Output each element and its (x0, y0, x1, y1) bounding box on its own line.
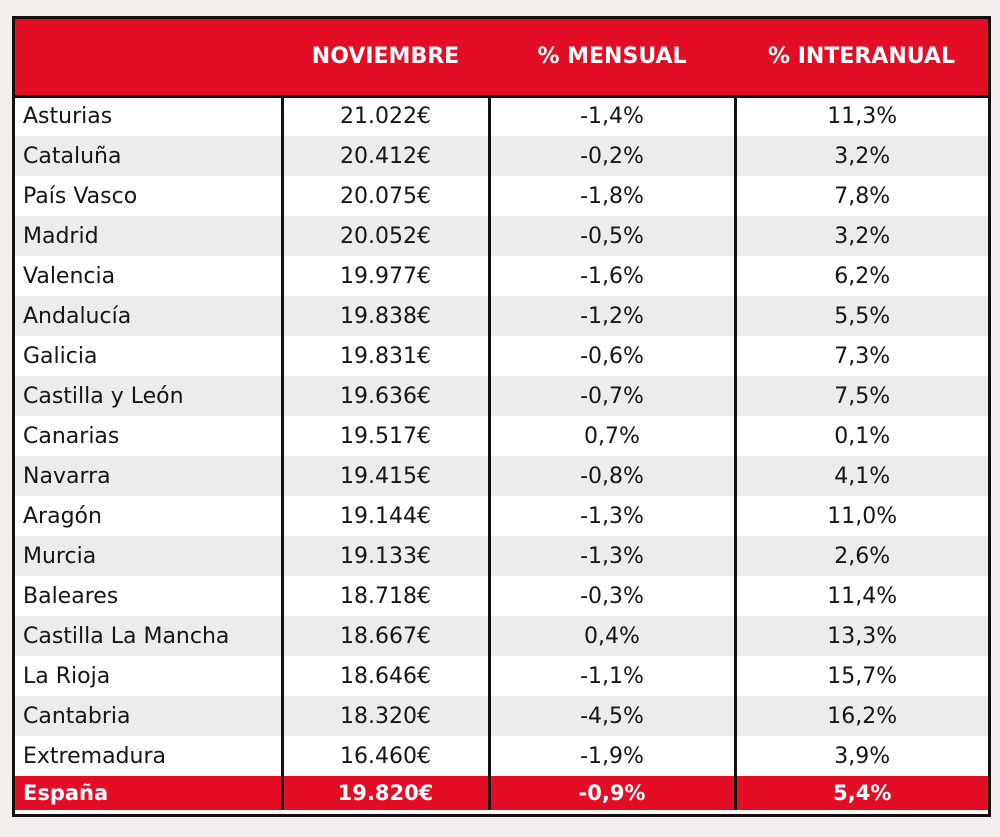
noviembre-cell: 20.075€ (280, 176, 489, 216)
region-cell: La Rioja (23, 663, 111, 689)
interanual-cell: 0,1% (733, 416, 988, 456)
interanual-cell: 3,2% (733, 216, 988, 256)
salary-by-region-table: NOVIEMBRE % MENSUAL % INTERANUAL Asturia… (15, 19, 988, 810)
interanual-cell: 15,7% (733, 656, 988, 696)
mensual-cell: -0,3% (487, 576, 735, 616)
table-row: Galicia 19.831€ -0,6% 7,3% (15, 336, 988, 376)
region-cell: Murcia (23, 543, 97, 569)
mensual-cell: -1,3% (487, 496, 735, 536)
region-cell: Aragón (23, 503, 102, 529)
mensual-cell: -1,3% (487, 536, 735, 576)
noviembre-cell: 18.667€ (280, 616, 489, 656)
total-row: España 19.820€ -0,9% 5,4% (15, 776, 988, 810)
noviembre-cell: 19.977€ (280, 256, 489, 296)
interanual-cell: 7,3% (733, 336, 988, 376)
table-row: Extremadura 16.460€ -1,9% 3,9% (15, 736, 988, 776)
table-row: Canarias 19.517€ 0,7% 0,1% (15, 416, 988, 456)
mensual-cell: -1,4% (487, 96, 735, 136)
region-cell: Castilla La Mancha (23, 623, 230, 649)
mensual-cell: -0,6% (487, 336, 735, 376)
noviembre-cell: 19.517€ (280, 416, 489, 456)
table-row: Aragón 19.144€ -1,3% 11,0% (15, 496, 988, 536)
noviembre-cell: 19.838€ (280, 296, 489, 336)
region-cell: Valencia (23, 263, 116, 289)
table-row: Asturias 21.022€ -1,4% 11,3% (15, 96, 988, 136)
interanual-cell: 4,1% (733, 456, 988, 496)
interanual-cell: 7,5% (733, 376, 988, 416)
noviembre-cell: 20.052€ (280, 216, 489, 256)
noviembre-cell: 18.718€ (280, 576, 489, 616)
noviembre-cell: 19.144€ (280, 496, 489, 536)
header-region (15, 19, 282, 98)
mensual-cell: -0,8% (487, 456, 735, 496)
mensual-cell: -1,8% (487, 176, 735, 216)
mensual-cell: 0,4% (487, 616, 735, 656)
table-row: Cantabria 18.320€ -4,5% 16,2% (15, 696, 988, 736)
interanual-cell: 3,2% (733, 136, 988, 176)
header-mensual: % MENSUAL (489, 19, 735, 98)
interanual-cell: 11,4% (733, 576, 988, 616)
mensual-cell: -1,6% (487, 256, 735, 296)
total-mensual: -0,9% (487, 776, 735, 810)
interanual-cell: 7,8% (733, 176, 988, 216)
region-cell: Castilla y León (23, 383, 184, 409)
mensual-cell: -1,2% (487, 296, 735, 336)
region-cell: Galicia (23, 343, 98, 369)
header-noviembre: NOVIEMBRE (282, 19, 489, 98)
region-cell: Baleares (23, 583, 119, 609)
table-row: Madrid 20.052€ -0,5% 3,2% (15, 216, 988, 256)
table-row: Castilla y León 19.636€ -0,7% 7,5% (15, 376, 988, 416)
mensual-cell: -1,1% (487, 656, 735, 696)
table-row: Cataluña 20.412€ -0,2% 3,2% (15, 136, 988, 176)
interanual-cell: 6,2% (733, 256, 988, 296)
region-cell: Andalucía (23, 303, 132, 329)
mensual-cell: -0,5% (487, 216, 735, 256)
noviembre-cell: 20.412€ (280, 136, 489, 176)
region-cell: Extremadura (23, 743, 166, 769)
interanual-cell: 11,3% (733, 96, 988, 136)
salary-table-frame: NOVIEMBRE % MENSUAL % INTERANUAL Asturia… (12, 16, 991, 817)
noviembre-cell: 18.320€ (280, 696, 489, 736)
table-row: Navarra 19.415€ -0,8% 4,1% (15, 456, 988, 496)
noviembre-cell: 19.831€ (280, 336, 489, 376)
interanual-cell: 2,6% (733, 536, 988, 576)
interanual-cell: 16,2% (733, 696, 988, 736)
mensual-cell: -0,7% (487, 376, 735, 416)
interanual-cell: 13,3% (733, 616, 988, 656)
mensual-cell: 0,7% (487, 416, 735, 456)
noviembre-cell: 21.022€ (280, 96, 489, 136)
noviembre-cell: 19.415€ (280, 456, 489, 496)
table-row: Castilla La Mancha 18.667€ 0,4% 13,3% (15, 616, 988, 656)
table-row: Andalucía 19.838€ -1,2% 5,5% (15, 296, 988, 336)
table-row: La Rioja 18.646€ -1,1% 15,7% (15, 656, 988, 696)
region-cell: Navarra (23, 463, 111, 489)
region-cell: Cantabria (23, 703, 131, 729)
region-cell: Cataluña (23, 143, 122, 169)
region-cell: Canarias (23, 423, 120, 449)
mensual-cell: -0,2% (487, 136, 735, 176)
table-header-row: NOVIEMBRE % MENSUAL % INTERANUAL (15, 19, 988, 98)
region-cell: Asturias (23, 104, 113, 130)
mensual-cell: -4,5% (487, 696, 735, 736)
region-cell: Madrid (23, 223, 99, 249)
table-row: Baleares 18.718€ -0,3% 11,4% (15, 576, 988, 616)
interanual-cell: 3,9% (733, 736, 988, 776)
noviembre-cell: 16.460€ (280, 736, 489, 776)
header-interanual: % INTERANUAL (735, 19, 988, 98)
total-region: España (23, 781, 109, 805)
table-row: País Vasco 20.075€ -1,8% 7,8% (15, 176, 988, 216)
total-noviembre: 19.820€ (280, 776, 489, 810)
interanual-cell: 5,5% (733, 296, 988, 336)
noviembre-cell: 18.646€ (280, 656, 489, 696)
table-row: Valencia 19.977€ -1,6% 6,2% (15, 256, 988, 296)
region-cell: País Vasco (23, 183, 138, 209)
interanual-cell: 11,0% (733, 496, 988, 536)
mensual-cell: -1,9% (487, 736, 735, 776)
noviembre-cell: 19.636€ (280, 376, 489, 416)
total-interanual: 5,4% (733, 776, 988, 810)
table-row: Murcia 19.133€ -1,3% 2,6% (15, 536, 988, 576)
noviembre-cell: 19.133€ (280, 536, 489, 576)
